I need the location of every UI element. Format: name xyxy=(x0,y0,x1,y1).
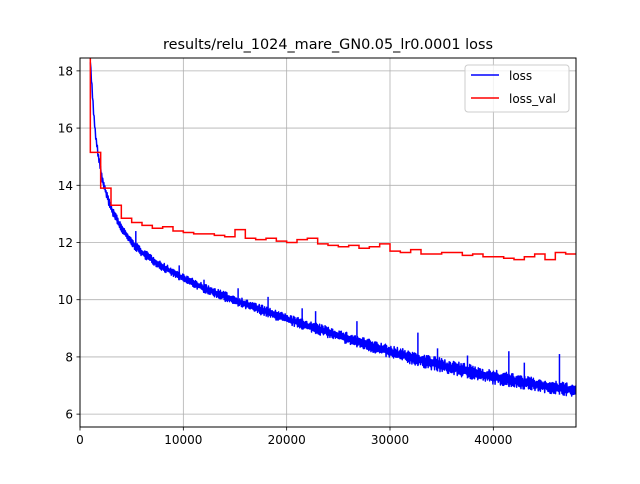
y-tick-label: 12 xyxy=(58,236,73,250)
x-tick-label: 40000 xyxy=(474,433,512,447)
series-group xyxy=(89,58,576,397)
series-layer xyxy=(89,58,576,397)
series-line-loss-val xyxy=(89,58,576,261)
x-tick-label: 20000 xyxy=(268,433,306,447)
x-tick-label: 30000 xyxy=(371,433,409,447)
x-axis: 0 10000 20000 30000 40000 xyxy=(76,427,512,447)
y-tick-label: 6 xyxy=(65,408,73,422)
x-tick-label: 0 xyxy=(76,433,84,447)
y-tick-label: 16 xyxy=(58,122,73,136)
chart-title: results/relu_1024_mare_GN0.05_lr0.0001 l… xyxy=(163,37,493,53)
legend-box xyxy=(464,64,570,113)
y-tick-label: 10 xyxy=(58,293,73,307)
series-line-loss xyxy=(89,62,576,397)
y-axis: 6 8 10 12 14 16 18 xyxy=(58,64,80,422)
x-tick-label: 10000 xyxy=(164,433,202,447)
y-tick-label: 14 xyxy=(58,179,73,193)
y-tick-label: 18 xyxy=(58,64,73,78)
legend-label-loss: loss xyxy=(509,69,532,83)
y-tick-label: 8 xyxy=(65,350,73,364)
legend: loss loss_val xyxy=(464,64,570,113)
grid-lines xyxy=(80,58,576,427)
legend-label-loss-val: loss_val xyxy=(509,92,556,106)
